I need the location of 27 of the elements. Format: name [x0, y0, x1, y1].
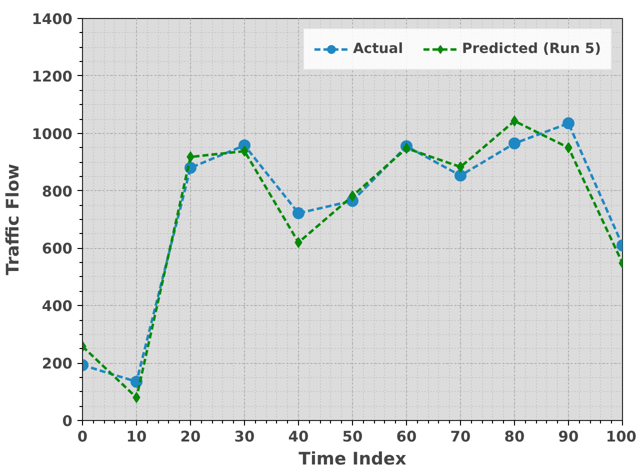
point	[508, 137, 520, 150]
y-tick-label: 0	[62, 413, 73, 430]
x-tick-label: 10	[126, 428, 147, 446]
y-tick-label: 200	[42, 356, 72, 373]
point	[454, 170, 466, 182]
y-tick-label: 1200	[32, 68, 73, 86]
y-tick-label: 1400	[32, 11, 73, 28]
legend-label: Actual	[352, 41, 403, 57]
x-tick-label: 70	[450, 428, 471, 446]
x-axis-title: Time Index	[298, 450, 406, 470]
x-tick-label: 90	[558, 428, 579, 446]
x-tick-label: 30	[234, 428, 255, 446]
y-tick-label: 800	[42, 183, 72, 200]
y-tick-label: 600	[42, 240, 72, 258]
y-tick-label: 1000	[32, 126, 73, 143]
x-tick-label: 50	[342, 428, 363, 446]
x-tick-label: 20	[180, 428, 201, 446]
point	[562, 117, 574, 130]
x-tick-label: 100	[606, 428, 636, 446]
x-tick-label: 80	[504, 428, 525, 446]
y-axis-title: Traffic Flow	[4, 164, 24, 276]
point	[292, 207, 304, 220]
legend-label: Predicted (Run 5)	[462, 41, 601, 57]
y-tick-label: 400	[42, 298, 72, 316]
x-tick-label: 0	[77, 428, 88, 446]
x-tick-label: 60	[396, 428, 417, 446]
x-tick-label: 40	[288, 428, 309, 446]
